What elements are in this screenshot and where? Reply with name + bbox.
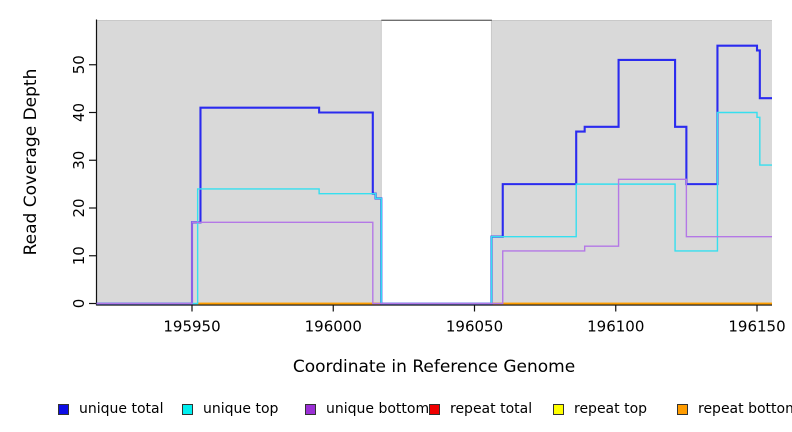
shaded-region-0 [96, 20, 382, 306]
legend-swatch-repeat-total [429, 403, 440, 415]
legend-swatch-unique-bottom [305, 403, 316, 415]
shaded-region-1 [490, 20, 772, 306]
legend-label: unique bottom [326, 401, 430, 417]
x-tick-label: 196150 [728, 318, 785, 336]
x-tick-label: 195950 [163, 318, 220, 336]
y-tick-label: 50 [70, 55, 88, 74]
legend-item-repeat-bottom: repeat bottom [677, 398, 792, 420]
legend-swatch-repeat-top [553, 403, 564, 415]
legend-swatch-unique-top [182, 403, 193, 415]
legend-label: repeat total [450, 401, 533, 417]
tick-labels: 195950 196000 196050 196100 196150 0 10 20 30 40 5… [70, 55, 786, 335]
y-tick-label: 10 [70, 246, 88, 265]
series-line-unique-bottom [96, 178, 772, 305]
legend-label: repeat top [574, 401, 648, 417]
x-axis-title: Coordinate in Reference Genome [292, 357, 576, 377]
legend-item-repeat-total: repeat total [429, 398, 532, 420]
y-tick-label: 30 [70, 151, 88, 170]
legend-label: repeat bottom [698, 401, 792, 417]
series-lines [96, 44, 772, 305]
x-tick-label: 196050 [446, 318, 503, 336]
y-tick-label: 20 [70, 198, 88, 217]
plot-background [96, 20, 772, 306]
series-line-unique-top [96, 111, 772, 305]
x-tick-label: 196100 [587, 318, 644, 336]
legend-swatch-unique-total [58, 403, 69, 415]
y-axis-title: Read Coverage Depth [21, 68, 41, 256]
legend-item-unique-total: unique total [58, 398, 163, 420]
legend-item-unique-bottom: unique bottom [305, 398, 429, 420]
legend-label: unique top [203, 401, 279, 417]
y-tick-label: 40 [70, 103, 88, 122]
legend-item-repeat-top: repeat top [553, 398, 647, 420]
legend-item-unique-top: unique top [182, 398, 278, 420]
y-tick-label: 0 [70, 299, 88, 309]
legend-swatch-repeat-bottom [677, 403, 688, 415]
legend: unique total unique top unique bottom repea… [0, 398, 792, 422]
axes [89, 19, 772, 312]
legend-label: unique total [79, 401, 164, 417]
x-tick-label: 196000 [305, 318, 362, 336]
